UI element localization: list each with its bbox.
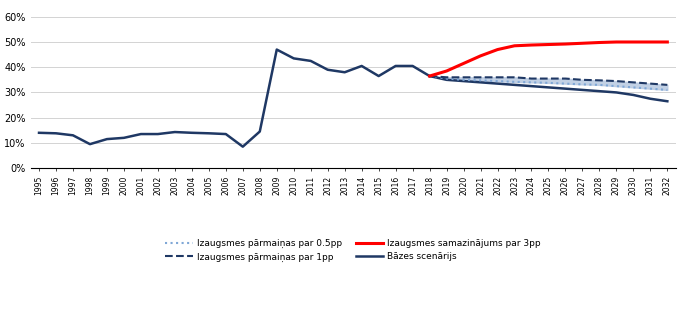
Legend: Izaugsmes pārmaiņas par 0.5pp, Izaugsmes pārmaiņas par 1pp, Izaugsmes samazināju: Izaugsmes pārmaiņas par 0.5pp, Izaugsmes… [162, 235, 545, 265]
